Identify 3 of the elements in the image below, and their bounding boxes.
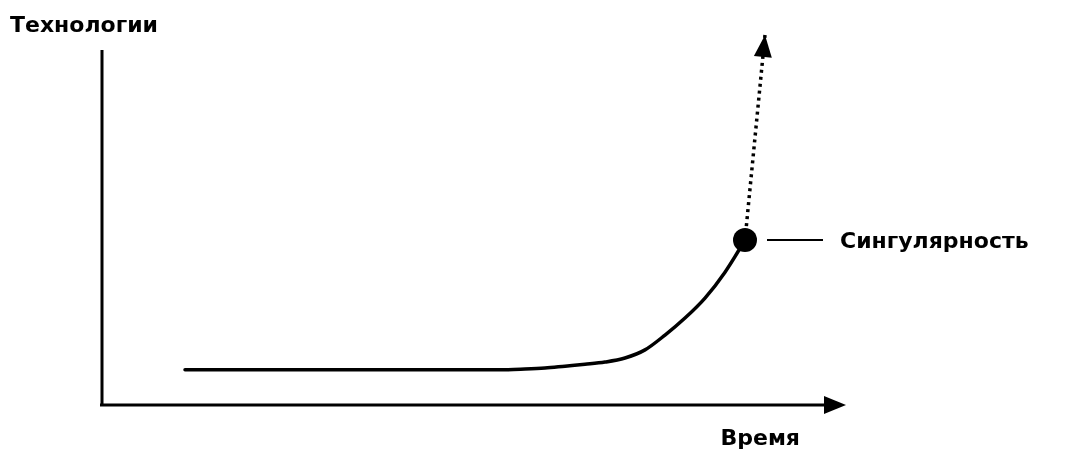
y-axis-title: Технологии [10,12,158,37]
x-axis-title: Время [720,425,800,450]
text: Сингулярность [840,227,1029,253]
